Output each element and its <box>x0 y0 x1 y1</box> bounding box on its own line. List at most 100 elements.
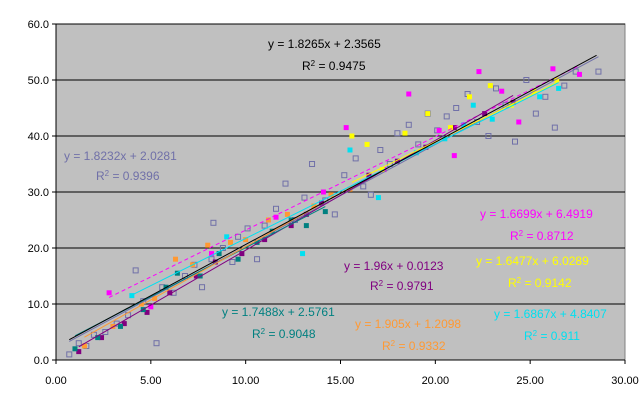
y-tick-label: 0.0 <box>34 355 49 367</box>
trendline-equation: y = 1.7488x + 2.5761 <box>222 305 335 319</box>
data-point <box>551 124 558 131</box>
data-point <box>595 68 602 75</box>
data-point <box>448 125 454 131</box>
trendline-equation: y = 1.905x + 1.2098 <box>355 317 461 331</box>
data-point <box>81 343 87 349</box>
data-point <box>224 234 230 240</box>
data-point <box>470 102 476 108</box>
data-point <box>172 256 178 262</box>
r-squared-label: R2 = 0.9475 <box>302 59 366 74</box>
data-point <box>341 172 348 179</box>
data-point <box>379 167 385 173</box>
r-squared-label: R2 = 0.911 <box>524 329 580 344</box>
data-point <box>425 111 431 117</box>
trendline-equation: y = 1.6867x + 4.8407 <box>494 307 607 321</box>
data-point <box>542 93 549 100</box>
data-point <box>152 295 158 301</box>
data-point <box>102 329 109 335</box>
data-point <box>347 147 353 153</box>
data-point <box>349 133 355 139</box>
data-point <box>76 349 82 355</box>
data-point <box>360 183 367 190</box>
trendline <box>69 54 597 341</box>
data-point <box>394 130 401 137</box>
data-point <box>352 155 359 162</box>
data-point <box>461 122 467 128</box>
y-tick-label: 10.0 <box>28 299 49 311</box>
data-point <box>216 251 222 257</box>
trendline <box>78 94 514 348</box>
data-point <box>343 125 349 131</box>
data-point <box>301 194 308 201</box>
trendline-equation: y = 1.6477x + 6.0289 <box>476 254 589 268</box>
data-point <box>554 77 560 83</box>
trendline-equation: y = 1.8265x + 2.3565 <box>268 37 381 51</box>
data-point <box>476 69 482 75</box>
x-tick-label: 5.00 <box>140 375 161 387</box>
data-point <box>132 267 139 274</box>
data-point <box>117 323 123 329</box>
trendline-equation: y = 1.96x + 0.0123 <box>344 259 444 273</box>
data-point <box>576 71 582 77</box>
data-point <box>227 239 233 245</box>
data-point <box>493 85 500 92</box>
data-point <box>511 138 518 145</box>
data-point <box>482 111 488 117</box>
y-tick-label: 50.0 <box>28 75 49 87</box>
r-squared-label: R2 = 0.9791 <box>370 279 434 294</box>
r-squared-label: R2 = 0.8712 <box>510 229 574 244</box>
trendline-annotations: y = 1.8232x + 2.0281 R2 = 0.9396 y = 1.669… <box>64 37 607 353</box>
data-point <box>367 191 374 198</box>
data-point <box>208 256 215 263</box>
data-point <box>75 340 82 347</box>
x-tick-label: 15.00 <box>327 375 355 387</box>
r-squared-label: R2 = 0.9142 <box>508 276 572 291</box>
data-point <box>377 147 384 153</box>
data-point <box>366 172 372 178</box>
y-tick-label: 30.0 <box>28 187 49 199</box>
data-point <box>205 242 211 248</box>
data-point <box>303 223 309 229</box>
data-point <box>209 251 215 257</box>
x-tick-label: 0.00 <box>45 375 66 387</box>
data-point <box>516 119 522 125</box>
data-point <box>99 335 105 341</box>
y-tick-label: 20.0 <box>28 243 49 255</box>
trendline-equation: y = 1.8232x + 2.0281 <box>64 149 177 163</box>
data-point <box>453 105 460 111</box>
data-point <box>288 223 294 229</box>
data-point <box>402 130 408 136</box>
data-point <box>254 256 261 263</box>
x-tick-label: 25.00 <box>516 375 544 387</box>
data-point <box>489 116 495 122</box>
data-point <box>239 251 245 257</box>
data-point <box>273 205 280 212</box>
data-point <box>328 192 334 198</box>
y-tick-label: 40.0 <box>28 131 49 143</box>
r-squared-label: R2 = 0.9332 <box>382 339 446 354</box>
data-point <box>451 125 457 131</box>
data-point <box>537 94 543 100</box>
data-point <box>561 82 568 89</box>
data-point <box>129 293 135 299</box>
x-tick-label: 30.00 <box>611 375 639 387</box>
data-point <box>148 304 154 310</box>
data-point <box>375 195 381 201</box>
data-point <box>199 284 206 291</box>
data-point <box>499 88 505 94</box>
data-point <box>311 203 317 209</box>
x-tick-label: 10.00 <box>232 375 260 387</box>
data-point <box>300 251 306 257</box>
data-point <box>212 259 218 265</box>
data-point <box>405 121 412 128</box>
data-point <box>254 239 260 245</box>
data-point <box>487 83 493 89</box>
data-point <box>243 237 249 243</box>
data-point <box>265 217 271 223</box>
data-point <box>193 273 199 279</box>
data-point <box>106 290 112 296</box>
data-point <box>110 323 116 329</box>
data-point <box>523 77 530 83</box>
data-point <box>406 91 412 97</box>
